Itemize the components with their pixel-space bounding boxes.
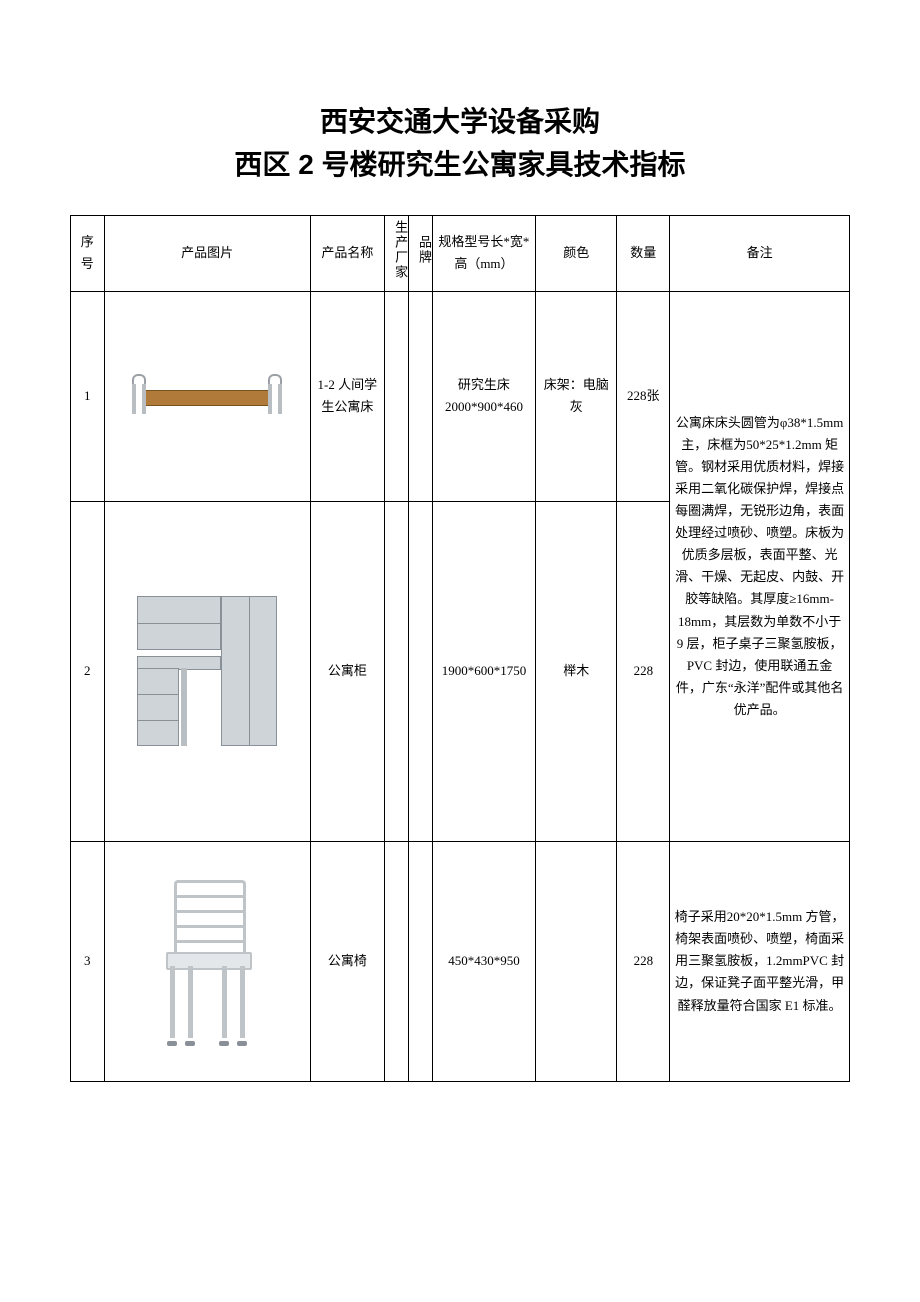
col-maker: 生产厂家 (384, 215, 408, 291)
cabinet-icon (137, 596, 277, 746)
cell-brand (408, 291, 432, 501)
table-row: 3 公寓椅 450*430*950 228 椅子采用20*20*1.5mm 方管… (71, 841, 850, 1081)
cell-qty: 228张 (617, 291, 670, 501)
cell-brand (408, 501, 432, 841)
cell-idx: 2 (71, 501, 105, 841)
bed-icon (132, 368, 282, 424)
col-idx: 序号 (71, 215, 105, 291)
cell-spec: 研究生床2000*900*460 (432, 291, 535, 501)
spec-table: 序号 产品图片 产品名称 生产厂家 品牌 规格型号长*宽*高（mm） 颜色 数量… (70, 215, 850, 1082)
cell-notes-merged: 公寓床床头圆管为φ38*1.5mm 主，床框为50*25*1.2mm 矩管。钢材… (670, 291, 850, 841)
col-name: 产品名称 (310, 215, 384, 291)
chair-icon (152, 876, 262, 1046)
cell-color: 榉木 (535, 501, 616, 841)
title-line-2: 西区 2 号楼研究生公寓家具技术指标 (70, 143, 850, 186)
cell-image (104, 501, 310, 841)
cell-spec: 1900*600*1750 (432, 501, 535, 841)
cell-qty: 228 (617, 501, 670, 841)
col-qty: 数量 (617, 215, 670, 291)
col-color: 颜色 (535, 215, 616, 291)
cell-image (104, 291, 310, 501)
cell-image (104, 841, 310, 1081)
col-brand: 品牌 (408, 215, 432, 291)
cell-color (535, 841, 616, 1081)
cell-name: 公寓柜 (310, 501, 384, 841)
cell-idx: 3 (71, 841, 105, 1081)
table-row: 1 1-2 人间学生公寓床 研究生床2000*900*460 床架：电脑灰 22… (71, 291, 850, 501)
cell-color: 床架：电脑灰 (535, 291, 616, 501)
cell-maker (384, 501, 408, 841)
cell-notes: 椅子采用20*20*1.5mm 方管，椅架表面喷砂、喷塑，椅面采用三聚氢胺板，1… (670, 841, 850, 1081)
cell-spec: 450*430*950 (432, 841, 535, 1081)
document-title: 西安交通大学设备采购 西区 2 号楼研究生公寓家具技术指标 (70, 100, 850, 187)
cell-brand (408, 841, 432, 1081)
cell-maker (384, 841, 408, 1081)
cell-idx: 1 (71, 291, 105, 501)
cell-maker (384, 291, 408, 501)
col-image: 产品图片 (104, 215, 310, 291)
col-spec: 规格型号长*宽*高（mm） (432, 215, 535, 291)
table-header-row: 序号 产品图片 产品名称 生产厂家 品牌 规格型号长*宽*高（mm） 颜色 数量… (71, 215, 850, 291)
cell-name: 1-2 人间学生公寓床 (310, 291, 384, 501)
title-line-1: 西安交通大学设备采购 (70, 100, 850, 143)
cell-qty: 228 (617, 841, 670, 1081)
col-notes: 备注 (670, 215, 850, 291)
cell-name: 公寓椅 (310, 841, 384, 1081)
